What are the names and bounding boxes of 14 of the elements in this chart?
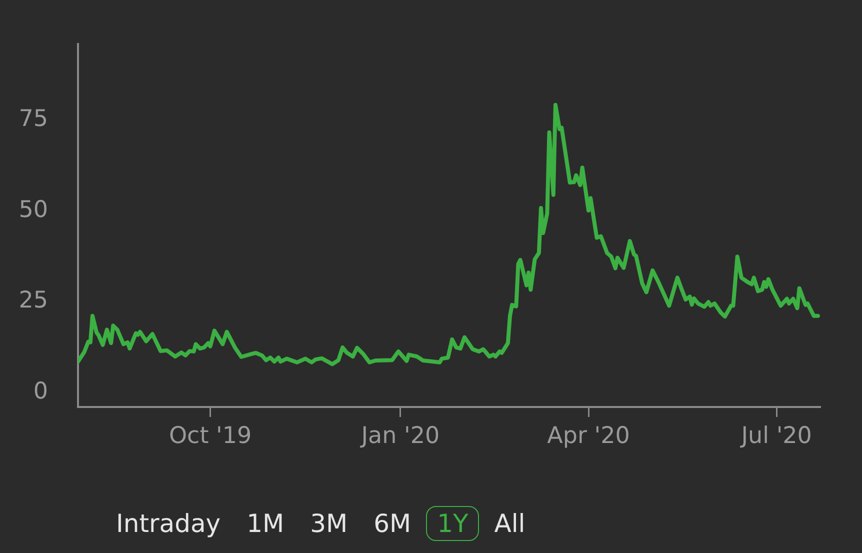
- y-tick-label: 0: [33, 378, 48, 404]
- y-tick-label: 75: [18, 106, 48, 132]
- x-tick-label: Oct '19: [168, 422, 252, 449]
- text: All: [483, 506, 536, 541]
- text: 1Y: [426, 506, 480, 541]
- x-tick-label: Jul '20: [739, 422, 812, 449]
- text: 6M: [362, 506, 422, 541]
- y-tick-label: 25: [18, 288, 48, 314]
- x-tick-label: Jan '20: [359, 422, 440, 449]
- text: 3M: [299, 506, 359, 541]
- x-tick-label: Apr '20: [547, 422, 630, 449]
- text: Intraday: [105, 506, 232, 541]
- y-tick-label: 50: [18, 196, 48, 223]
- text: 1M: [236, 506, 296, 541]
